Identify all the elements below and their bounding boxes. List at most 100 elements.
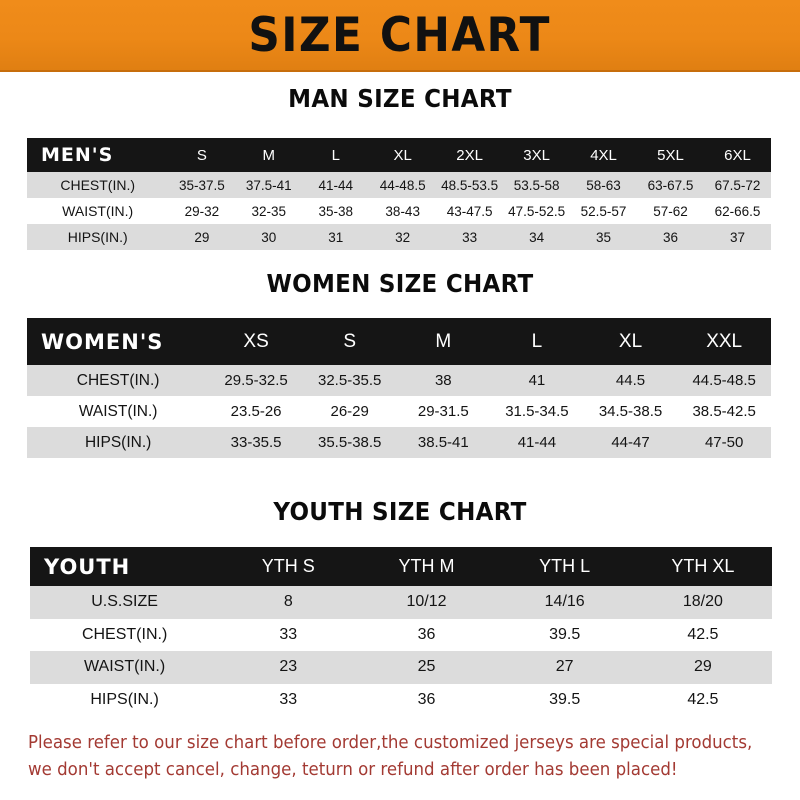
cell-1: 29 <box>168 224 236 250</box>
cell-9: 62-66.5 <box>703 198 771 224</box>
column-header-8: 5XL <box>637 138 704 172</box>
cell-6: 38.5-42.5 <box>677 396 771 427</box>
cell-1: 35-37.5 <box>168 172 236 198</box>
section-title-women: WOMEN SIZE CHART <box>266 269 534 298</box>
cell-1: 33-35.5 <box>209 427 303 458</box>
row-label: HIPS(IN.) <box>30 683 220 716</box>
cell-1: 33 <box>219 618 358 651</box>
cell-4: 32 <box>369 224 437 250</box>
cell-2: 10/12 <box>357 586 496 619</box>
disclaimer-text: Please refer to our size chart before or… <box>28 730 753 784</box>
cell-3: 29-31.5 <box>396 396 491 427</box>
table-row: WAIST(IN.) 23.5-26 26-29 29-31.5 31.5-34.5 34… <box>27 396 771 427</box>
table-row: WAIST(IN.) 23 25 27 29 <box>30 651 772 684</box>
cell-3: 39.5 <box>495 683 634 716</box>
cell-5: 44-47 <box>583 427 678 458</box>
column-header-3: YTH L <box>495 547 634 586</box>
row-label-header: WOMEN'S <box>27 318 210 365</box>
row-label: U.S.SIZE <box>30 586 220 619</box>
cell-2: 32.5-35.5 <box>302 365 397 396</box>
column-header-5: XL <box>583 318 678 365</box>
table-header-row: YOUTH YTH S YTH M YTH L YTH XL <box>30 547 772 586</box>
table-row: CHEST(IN.) 33 36 39.5 42.5 <box>30 618 772 651</box>
cell-2: 25 <box>357 651 496 684</box>
section-title-youth: YOUTH SIZE CHART <box>273 497 527 526</box>
cell-8: 63-67.5 <box>637 172 704 198</box>
cell-6: 34 <box>503 224 571 250</box>
row-label: CHEST(IN.) <box>30 618 220 651</box>
column-header-1: XS <box>209 318 303 365</box>
column-header-4: XL <box>369 138 437 172</box>
cell-7: 35 <box>570 224 638 250</box>
column-header-6: 3XL <box>503 138 571 172</box>
cell-5: 48.5-53.5 <box>436 172 504 198</box>
cell-3: 41-44 <box>302 172 370 198</box>
cell-1: 29.5-32.5 <box>209 365 303 396</box>
table-row: HIPS(IN.) 33 36 39.5 42.5 <box>30 683 772 716</box>
row-label: HIPS(IN.) <box>27 224 169 250</box>
page-title: SIZE CHART <box>248 7 552 63</box>
disclaimer-line-1: Please refer to our size chart before or… <box>28 733 753 753</box>
row-label: WAIST(IN.) <box>27 396 210 427</box>
table-row: CHEST(IN.) 35-37.5 37.5-41 41-44 44-48.5 48.5… <box>27 172 771 198</box>
cell-7: 58-63 <box>570 172 638 198</box>
column-header-4: YTH XL <box>633 547 772 586</box>
cell-4: 42.5 <box>633 618 772 651</box>
cell-4: 29 <box>633 651 772 684</box>
cell-1: 23 <box>219 651 358 684</box>
row-label-header: MEN'S <box>27 138 169 172</box>
row-label: HIPS(IN.) <box>27 427 210 458</box>
cell-8: 57-62 <box>637 198 704 224</box>
disclaimer-line-2: we don't accept cancel, change, teturn o… <box>28 760 678 780</box>
column-header-3: M <box>396 318 491 365</box>
cell-1: 33 <box>219 683 358 716</box>
column-header-7: 4XL <box>570 138 638 172</box>
table-row: HIPS(IN.) 29 30 31 32 33 34 35 36 37 <box>27 224 771 250</box>
row-label: WAIST(IN.) <box>27 198 169 224</box>
cell-3: 35-38 <box>302 198 370 224</box>
cell-5: 43-47.5 <box>436 198 504 224</box>
table-row: HIPS(IN.) 33-35.5 35.5-38.5 38.5-41 41-44 44-… <box>27 427 771 458</box>
row-label: WAIST(IN.) <box>30 651 220 684</box>
row-label: CHEST(IN.) <box>27 172 169 198</box>
cell-4: 42.5 <box>633 683 772 716</box>
cell-4: 41-44 <box>490 427 584 458</box>
cell-5: 34.5-38.5 <box>583 396 678 427</box>
cell-4: 31.5-34.5 <box>490 396 584 427</box>
cell-1: 23.5-26 <box>209 396 303 427</box>
youth-size-table: YOUTH YTH S YTH M YTH L YTH XL U.S.SIZE 8 10/12… <box>30 547 772 716</box>
column-header-1: S <box>168 138 236 172</box>
women-size-table: WOMEN'S XS S M L XL XXL CHEST(IN.) 29.5-32.5 32.5… <box>27 318 771 458</box>
row-label-header: YOUTH <box>30 547 220 586</box>
cell-2: 32-35 <box>235 198 303 224</box>
cell-6: 47-50 <box>677 427 771 458</box>
column-header-2: S <box>302 318 397 365</box>
cell-2: 26-29 <box>302 396 397 427</box>
cell-6: 47.5-52.5 <box>503 198 571 224</box>
cell-5: 33 <box>436 224 504 250</box>
cell-2: 35.5-38.5 <box>302 427 397 458</box>
cell-3: 27 <box>495 651 634 684</box>
table-header-row: MEN'S S M L XL 2XL 3XL 4XL 5XL 6XL <box>27 138 771 172</box>
column-header-6: XXL <box>677 318 771 365</box>
cell-6: 44.5-48.5 <box>677 365 771 396</box>
cell-8: 36 <box>637 224 704 250</box>
row-label: CHEST(IN.) <box>27 365 210 396</box>
cell-4: 18/20 <box>633 586 772 619</box>
column-header-2: M <box>235 138 303 172</box>
section-title-man: MAN SIZE CHART <box>288 84 512 113</box>
cell-4: 44-48.5 <box>369 172 437 198</box>
page-banner: SIZE CHART <box>0 0 800 72</box>
table-row: WAIST(IN.) 29-32 32-35 35-38 38-43 43-47.5 47.… <box>27 198 771 224</box>
cell-3: 39.5 <box>495 618 634 651</box>
column-header-4: L <box>490 318 584 365</box>
column-header-9: 6XL <box>703 138 771 172</box>
column-header-3: L <box>302 138 370 172</box>
column-header-2: YTH M <box>357 547 496 586</box>
cell-3: 38.5-41 <box>396 427 491 458</box>
cell-1: 8 <box>219 586 358 619</box>
cell-6: 53.5-58 <box>503 172 571 198</box>
cell-5: 44.5 <box>583 365 678 396</box>
cell-4: 38-43 <box>369 198 437 224</box>
